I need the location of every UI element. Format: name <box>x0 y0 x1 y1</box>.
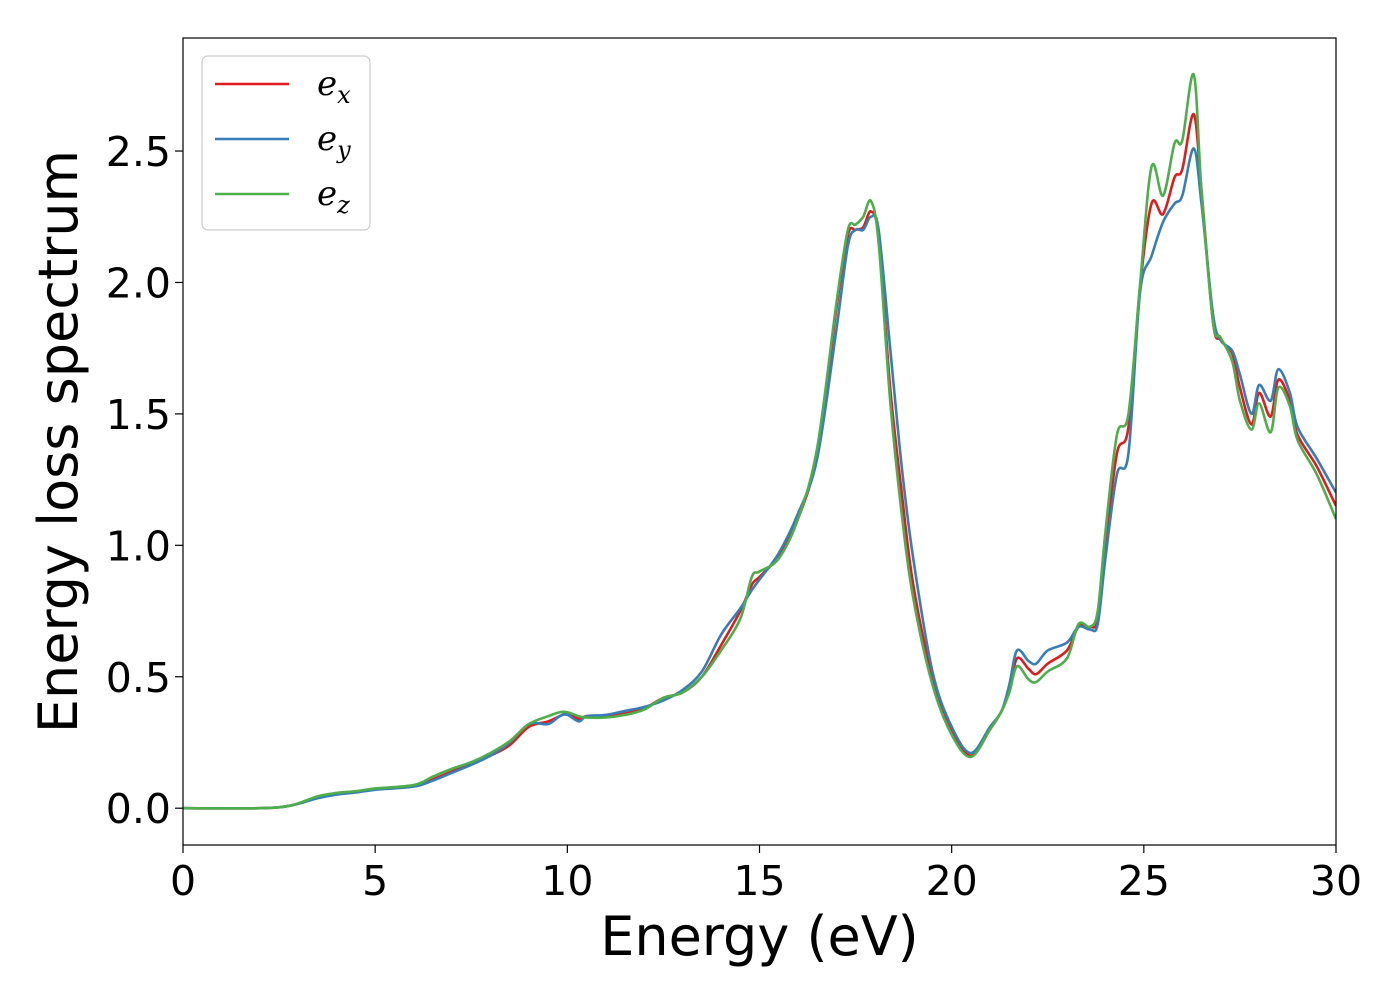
y-tick-label: 2.0 <box>106 259 171 307</box>
series-line-x <box>183 112 1336 810</box>
x-tick-label: 15 <box>733 857 785 905</box>
x-tick-label: 10 <box>541 857 593 905</box>
series-layer <box>183 73 1336 810</box>
x-tick-label: 0 <box>170 857 196 905</box>
y-axis: 0.0 0.5 1.0 1.5 2.0 2.5 <box>106 128 183 833</box>
y-tick-label: 1.0 <box>106 522 171 570</box>
y-tick-label: 0.0 <box>106 785 171 833</box>
x-axis-label: Energy (eV) <box>600 905 919 968</box>
x-tick-label: 5 <box>362 857 388 905</box>
y-tick-label: 2.5 <box>106 128 171 176</box>
legend-label: ex <box>317 64 351 109</box>
x-tick-label: 20 <box>926 857 978 905</box>
legend: ex ey ez <box>201 55 371 231</box>
x-axis: 0 5 10 15 20 25 30 <box>170 845 1362 905</box>
series-line-y <box>183 147 1336 810</box>
y-tick-label: 0.5 <box>106 654 171 702</box>
x-tick-label: 25 <box>1118 857 1170 905</box>
y-tick-label: 1.5 <box>106 391 171 439</box>
x-tick-label: 30 <box>1310 857 1362 905</box>
series-line-z <box>183 73 1336 810</box>
legend-label: ey <box>317 119 351 164</box>
legend-label: ez <box>317 174 350 219</box>
y-axis-label: Energy loss spectrum <box>27 150 90 733</box>
legend-box <box>201 55 371 231</box>
